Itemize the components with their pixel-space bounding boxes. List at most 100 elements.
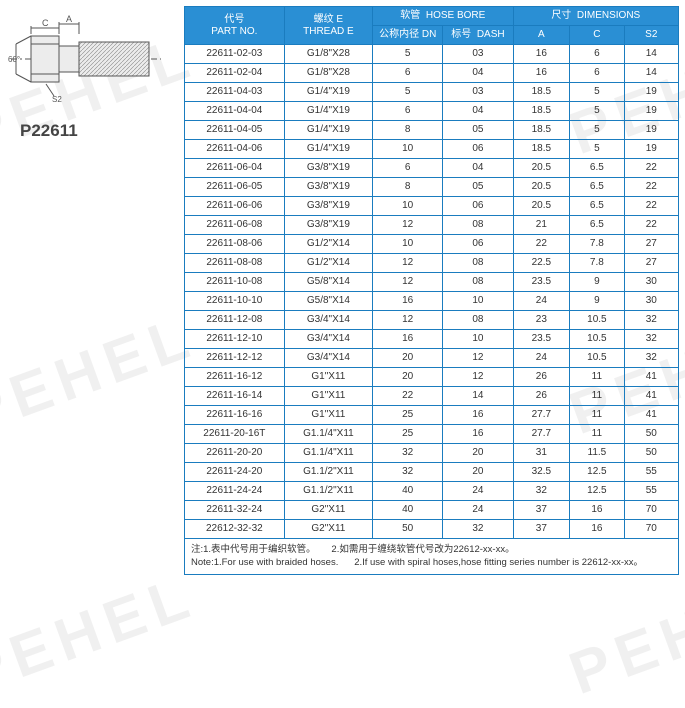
table-cell: 16: [513, 64, 570, 83]
table-cell: 6: [373, 64, 443, 83]
table-cell: G1/2"X14: [284, 235, 372, 254]
table-row: 22611-20-16TG1.1/4"X11251627.71150: [185, 425, 679, 444]
table-cell: 20: [443, 463, 513, 482]
table-row: 22611-16-16G1"X11251627.71141: [185, 406, 679, 425]
table-cell: 26: [513, 368, 570, 387]
table-cell: G3/8"X19: [284, 159, 372, 178]
table-cell: 08: [443, 216, 513, 235]
table-cell: 23.5: [513, 273, 570, 292]
table-cell: 6.5: [570, 216, 624, 235]
table-cell: 10: [443, 292, 513, 311]
table-cell: 20: [443, 444, 513, 463]
table-cell: G1"X11: [284, 387, 372, 406]
table-cell: G1/4"X19: [284, 102, 372, 121]
table-cell: 22: [513, 235, 570, 254]
table-cell: 6: [373, 159, 443, 178]
table-cell: 32: [624, 311, 678, 330]
table-cell: 22611-16-12: [185, 368, 285, 387]
table-cell: G3/4"X14: [284, 311, 372, 330]
table-cell: 6: [570, 64, 624, 83]
table-cell: 40: [373, 501, 443, 520]
table-row: 22611-04-06G1/4"X19100618.5519: [185, 140, 679, 159]
spec-table: 代号PART NO. 螺纹 ETHREAD E 软管 HOSE BORE 尺寸 …: [184, 6, 679, 539]
th-s2: S2: [624, 26, 678, 45]
th-dim: 尺寸 DIMENSIONS: [513, 7, 678, 26]
table-cell: 30: [624, 273, 678, 292]
table-cell: 12.5: [570, 463, 624, 482]
table-cell: 10.5: [570, 311, 624, 330]
angle-label: 60°: [8, 55, 20, 64]
table-row: 22611-06-04G3/8"X1960420.56.522: [185, 159, 679, 178]
table-row: 22611-04-03G1/4"X1950318.5519: [185, 83, 679, 102]
table-cell: G1.1/2"X11: [284, 482, 372, 501]
table-cell: 41: [624, 368, 678, 387]
table-cell: 11: [570, 425, 624, 444]
table-cell: 10: [373, 235, 443, 254]
table-cell: 6: [373, 102, 443, 121]
table-cell: 20.5: [513, 178, 570, 197]
table-cell: 08: [443, 273, 513, 292]
table-cell: 04: [443, 102, 513, 121]
table-cell: 32: [443, 520, 513, 539]
table-row: 22611-12-12G3/4"X1420122410.532: [185, 349, 679, 368]
table-cell: 22611-12-10: [185, 330, 285, 349]
table-cell: 12: [373, 254, 443, 273]
table-cell: 22: [624, 159, 678, 178]
table-row: 22611-04-04G1/4"X1960418.5519: [185, 102, 679, 121]
table-cell: 25: [373, 425, 443, 444]
watermark: PEHEL: [560, 561, 685, 708]
table-cell: 32: [624, 330, 678, 349]
table-row: 22611-04-05G1/4"X1980518.5519: [185, 121, 679, 140]
table-cell: 11: [570, 368, 624, 387]
table-cell: 50: [624, 444, 678, 463]
table-cell: 22611-08-08: [185, 254, 285, 273]
table-cell: 9: [570, 273, 624, 292]
table-cell: 12: [373, 311, 443, 330]
table-cell: 20.5: [513, 159, 570, 178]
table-cell: 8: [373, 121, 443, 140]
table-cell: 5: [373, 45, 443, 64]
table-cell: G3/4"X14: [284, 349, 372, 368]
table-cell: G5/8"X14: [284, 292, 372, 311]
table-cell: 22611-02-03: [185, 45, 285, 64]
table-cell: 5: [570, 140, 624, 159]
table-cell: 12: [373, 216, 443, 235]
table-cell: 32: [513, 482, 570, 501]
table-cell: 04: [443, 159, 513, 178]
table-cell: 70: [624, 501, 678, 520]
table-cell: 14: [624, 64, 678, 83]
table-cell: G2"X11: [284, 520, 372, 539]
table-cell: 40: [373, 482, 443, 501]
table-cell: 27.7: [513, 406, 570, 425]
table-cell: 26: [513, 387, 570, 406]
table-cell: G1.1/2"X11: [284, 463, 372, 482]
fitting-diagram: 60° C A S2: [6, 14, 166, 104]
table-row: 22611-10-10G5/8"X14161024930: [185, 292, 679, 311]
table-row: 22611-12-10G3/4"X14161023.510.532: [185, 330, 679, 349]
table-cell: 11: [570, 387, 624, 406]
table-cell: 22611-04-05: [185, 121, 285, 140]
table-cell: 12: [373, 273, 443, 292]
table-row: 22611-06-05G3/8"X1980520.56.522: [185, 178, 679, 197]
table-cell: 20: [373, 368, 443, 387]
table-cell: 24: [443, 482, 513, 501]
table-cell: 21: [513, 216, 570, 235]
table-cell: 22.5: [513, 254, 570, 273]
table-cell: 5: [570, 83, 624, 102]
table-cell: G5/8"X14: [284, 273, 372, 292]
table-row: 22611-16-12G1"X112012261141: [185, 368, 679, 387]
dim-c-label: C: [42, 18, 49, 28]
table-cell: 24: [443, 501, 513, 520]
table-cell: 22611-10-08: [185, 273, 285, 292]
table-cell: 7.8: [570, 254, 624, 273]
table-cell: 5: [570, 102, 624, 121]
th-dash: 标号 DASH: [443, 26, 513, 45]
table-cell: 22: [624, 178, 678, 197]
table-cell: 05: [443, 121, 513, 140]
table-cell: 19: [624, 140, 678, 159]
table-cell: G3/8"X19: [284, 197, 372, 216]
table-cell: 12.5: [570, 482, 624, 501]
table-cell: 11.5: [570, 444, 624, 463]
th-thread: 螺纹 ETHREAD E: [284, 7, 372, 45]
table-cell: 06: [443, 197, 513, 216]
